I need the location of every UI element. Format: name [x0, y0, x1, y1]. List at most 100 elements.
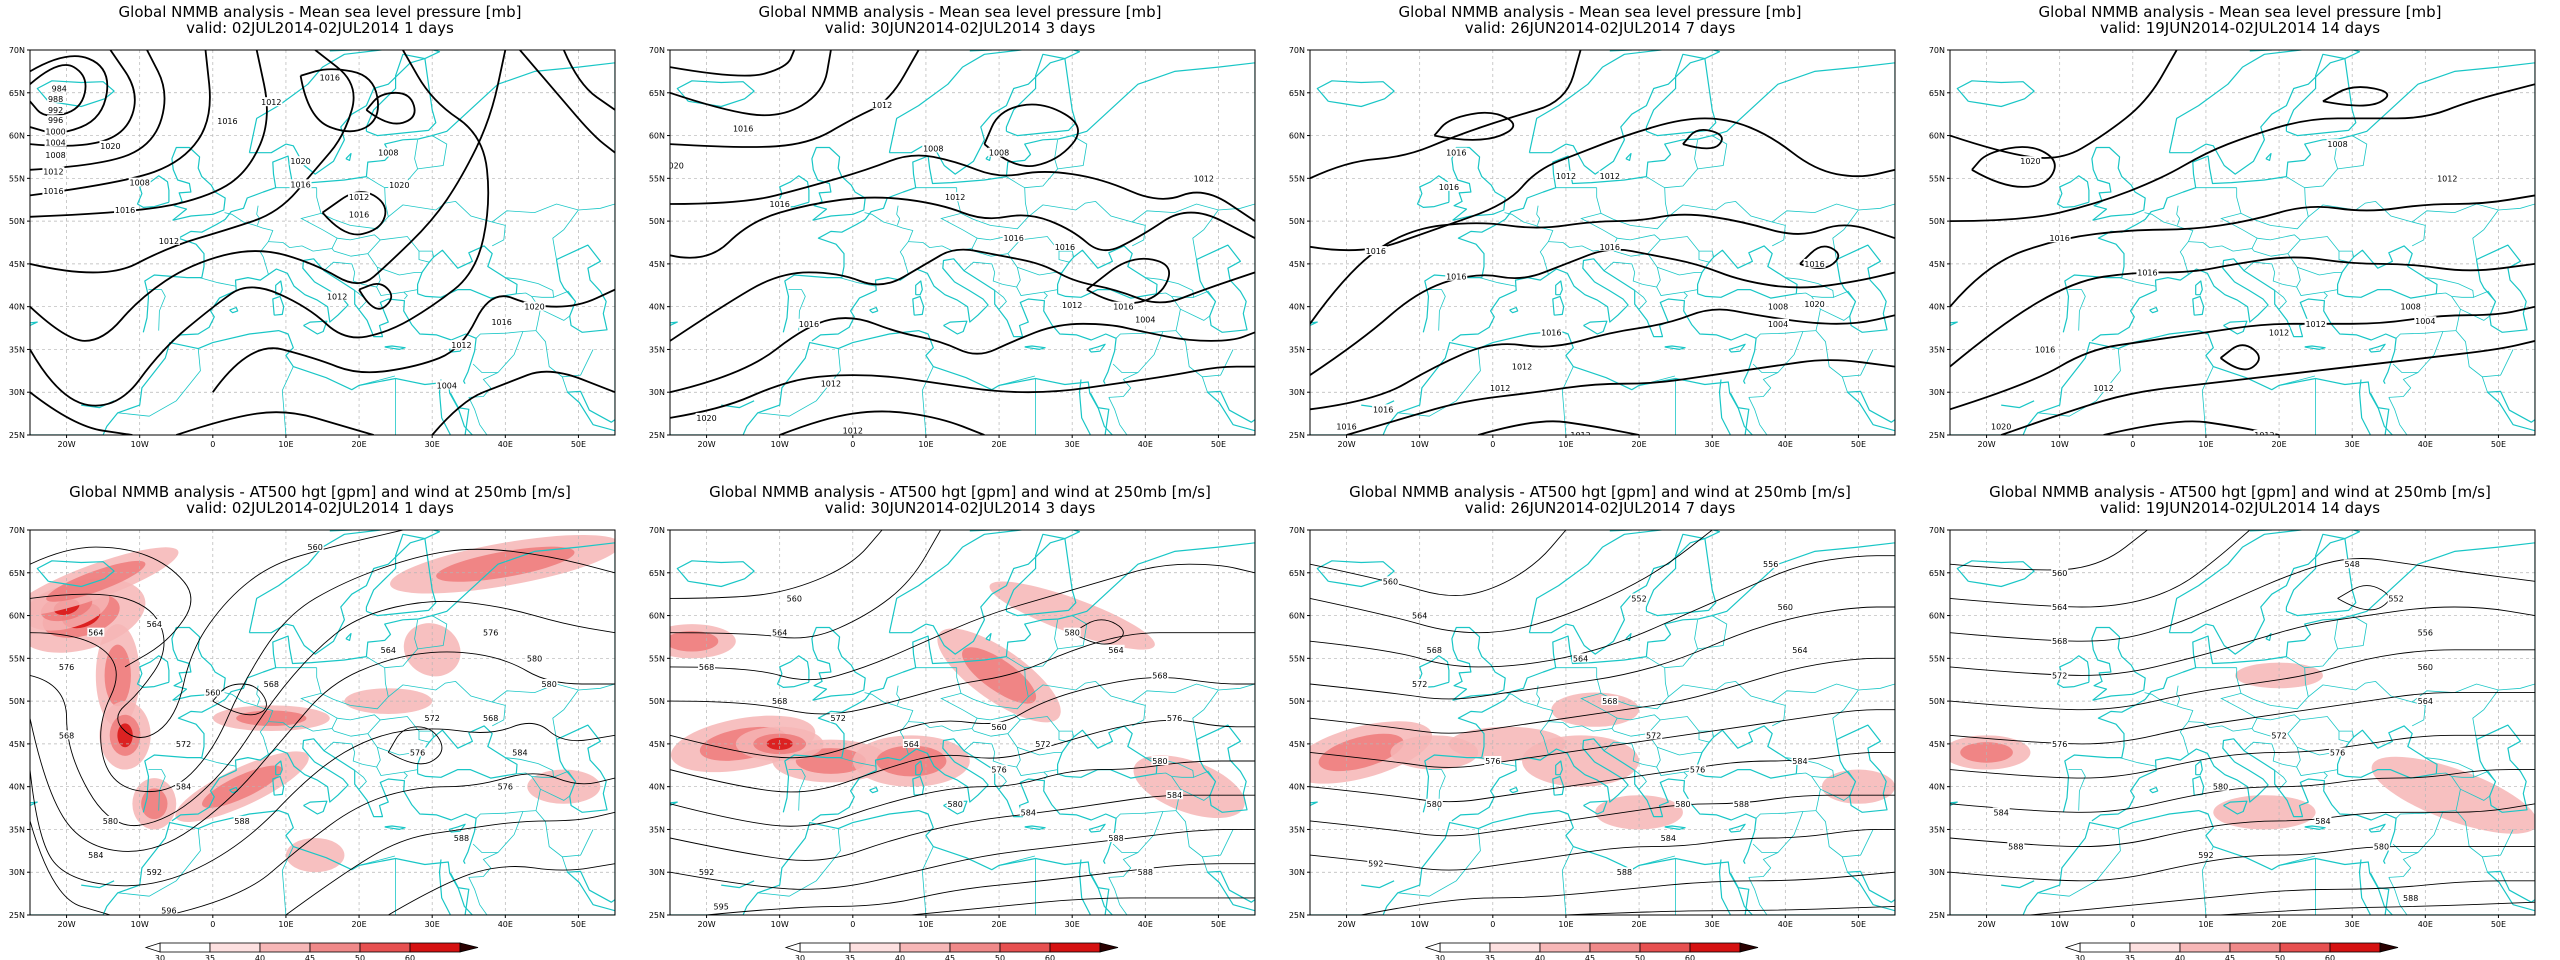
- coast-canaries: [2001, 400, 2035, 409]
- colorbar-swatch: [1489, 942, 1541, 953]
- coast-caspian-sea: [1195, 724, 1248, 813]
- coast-iceland: [36, 560, 115, 588]
- panel-mslp-1day: Global NMMB analysis - Mean sea level pr…: [0, 0, 640, 480]
- contour-label-bg: [2343, 559, 2361, 569]
- contour-label: 584: [1994, 808, 2009, 817]
- coast-dead-sea-rivers: [2358, 379, 2372, 435]
- contour-label: 560: [1778, 603, 1793, 612]
- country-border: [1660, 716, 1710, 743]
- coast-black-sea: [417, 725, 518, 779]
- wind-jet-core: [2371, 756, 2535, 834]
- contour-label-bg: [1762, 559, 1780, 569]
- isobar: [1310, 117, 1895, 252]
- lat-label: 35N: [9, 345, 25, 354]
- country-border: [562, 349, 594, 378]
- contour-label-bg: [1511, 361, 1534, 371]
- coast-finland: [1645, 53, 1717, 137]
- contour-label: 1004: [45, 138, 65, 147]
- coast-continent: [670, 542, 1255, 915]
- graticule: [1310, 50, 1895, 435]
- country-border: [2282, 284, 2297, 288]
- colorbar-swatch: [1639, 942, 1691, 953]
- country-border: [1536, 205, 1541, 226]
- coast-azores: [1310, 801, 1318, 807]
- contour-label-bg: [1372, 404, 1395, 414]
- isobar: [30, 50, 507, 342]
- country-border: [2395, 776, 2461, 819]
- coast-crete: [1024, 345, 1046, 350]
- coast-corsica: [275, 760, 283, 776]
- contour-label: 560: [308, 543, 323, 552]
- country-border: [1683, 291, 1688, 300]
- contour-label: 1016: [1373, 405, 1393, 414]
- contour-label: 988: [48, 95, 63, 104]
- contour-label: 556: [1763, 560, 1778, 569]
- contour-label-bg: [990, 721, 1008, 731]
- lat-label: 65N: [1929, 89, 1945, 98]
- lat-label: 25N: [1289, 431, 1305, 440]
- colorbar-swatch: [1439, 942, 1491, 953]
- colorbar-swatch: [1539, 942, 1591, 953]
- coast-balearics: [2149, 306, 2159, 314]
- coast-caspian-sea: [1835, 724, 1888, 813]
- country-border: [1504, 212, 1554, 275]
- colorbar-swatch: [259, 942, 311, 953]
- height-contour: [670, 530, 883, 599]
- height-contour: [30, 820, 111, 915]
- coast-crete: [1024, 825, 1046, 830]
- coast-baltic-islands: [2265, 152, 2272, 161]
- contour-label: 576: [991, 766, 1006, 775]
- contour-label-bg: [1645, 730, 1663, 740]
- lon-label: 50E: [1211, 920, 1226, 929]
- coast-canaries: [721, 400, 755, 409]
- lon-label: 30E: [1705, 440, 1720, 449]
- country-border: [908, 187, 978, 252]
- country-border: [1647, 253, 1702, 276]
- lon-label: 40E: [498, 920, 513, 929]
- wind-jet-core: [1318, 733, 1404, 772]
- contour-label: 1012: [2254, 431, 2274, 440]
- contour-label-bg: [1554, 170, 1577, 180]
- height-contours: [1950, 530, 2535, 915]
- lat-label: 40N: [1289, 303, 1305, 312]
- contour-label: 560: [787, 594, 802, 603]
- graticule: [1310, 530, 1895, 915]
- country-border: [1634, 770, 1647, 790]
- coast-corsica: [915, 760, 923, 776]
- contour-label: 1012: [451, 341, 471, 350]
- contour-label-bg: [2414, 316, 2437, 326]
- country-border: [417, 135, 448, 170]
- isobar: [1950, 305, 2535, 411]
- country-border: [268, 187, 338, 252]
- coast-mediterranean-north: [2091, 258, 2397, 384]
- coast-azores: [1310, 321, 1318, 327]
- coast-corsica: [915, 280, 923, 296]
- height-contour: [1310, 530, 1713, 634]
- contour-label: 1020: [389, 181, 409, 190]
- country-border: [2274, 290, 2287, 310]
- coast-persian-gulf: [1206, 870, 1255, 912]
- contour-label-bg: [1335, 421, 1358, 431]
- colorbar-swatch: [409, 942, 461, 953]
- colorbar-high-arrow: [1739, 942, 1759, 953]
- lon-label: 10E: [2198, 920, 2213, 929]
- contour-label-bg: [377, 147, 400, 157]
- contour-label-bg: [2051, 738, 2069, 748]
- colorbar-label: 50: [1635, 954, 1645, 960]
- coast-sicily: [1583, 800, 1608, 815]
- contour-label: 1016: [290, 180, 310, 189]
- contour-label: 580: [2213, 783, 2228, 792]
- coast-mediterranean-north: [1451, 258, 1757, 384]
- contour-label: 1012: [2437, 174, 2457, 183]
- contour-label-bg: [1601, 696, 1619, 706]
- country-border: [2287, 253, 2342, 276]
- isobar: [30, 50, 166, 171]
- lat-label: 70N: [649, 46, 665, 55]
- colorbar-label: 30: [1435, 954, 1445, 960]
- contour-label: 572: [1412, 680, 1427, 689]
- contour-label: 564: [904, 740, 919, 749]
- country-border: [358, 855, 396, 866]
